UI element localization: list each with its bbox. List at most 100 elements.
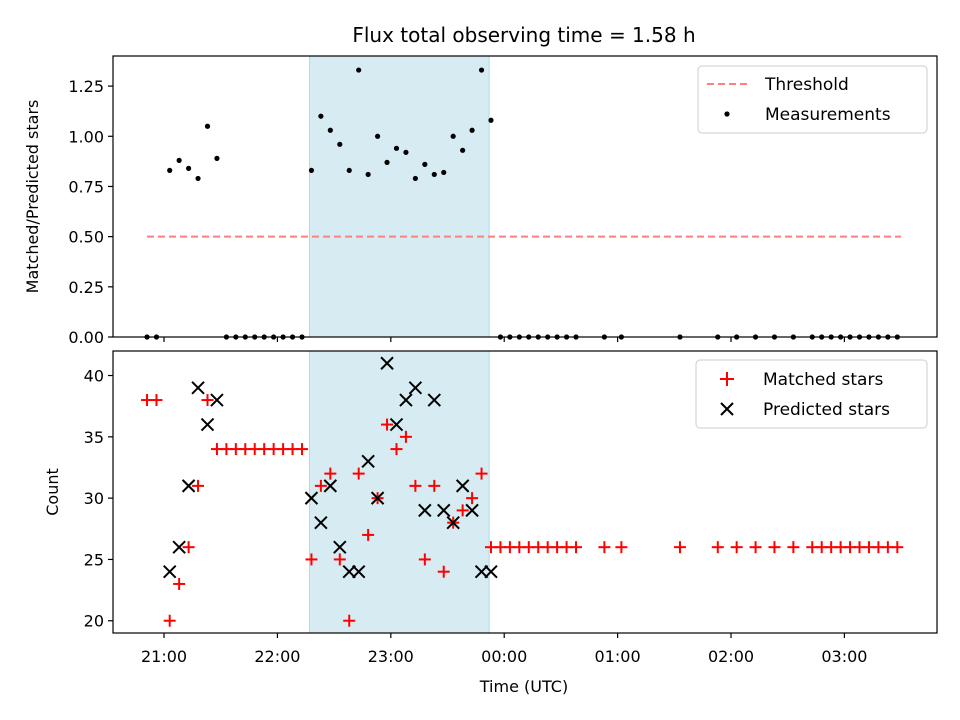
predicted-star-marker [484,564,498,579]
predicted-star-marker [191,381,205,395]
matched-star-marker [418,553,431,566]
measurement-point [384,159,390,165]
legend-matched-label: Matched stars [763,370,883,390]
count-panel: 20 25 30 35 40 21:00 22:00 23:00 00:00 01:00 02:0… [43,350,938,696]
matched-star-marker [201,394,214,407]
shaded-span [309,350,490,634]
legend-predicted-label: Predicted stars [763,400,890,420]
predicted-star-marker [314,515,328,530]
legend-frame [697,65,928,134]
flux-panel: 0.00 0.25 0.50 0.75 1.00 1.25 Matched/Predict… [23,55,938,347]
legend-frame [695,359,928,429]
legend-measurements-swatch [724,111,730,117]
measurement-point [478,67,485,73]
y-tick-label: 0.75 [68,177,104,196]
measurement-point [204,123,211,129]
predicted-star-marker [342,564,356,579]
predicted-star-marker [210,393,224,407]
legend: Threshold Measurements [697,65,928,134]
y-tick-label: 0.25 [68,278,104,297]
predicted-star-marker [474,564,489,579]
predicted-star-marker [370,491,385,505]
predicted-star-marker [427,393,441,407]
legend: Matched stars Predicted stars [695,359,928,429]
matched-star-marker [150,394,163,407]
matched-star-marker [428,479,441,492]
matched-star-marker [456,504,469,517]
y-tick-label: 1.00 [68,127,104,146]
matched-star-marker [295,443,308,456]
measurement-point [214,155,220,161]
predicted-star-marker [465,503,479,518]
predicted-star-marker [181,479,196,493]
matched-star-marker [730,541,743,554]
matched-star-marker [192,479,205,492]
matched-star-marker [333,553,346,566]
matched-star-marker [163,614,176,627]
plot-frame [112,55,938,338]
measurement-point [441,169,447,176]
predicted-star-marker [446,515,460,530]
matched-star-marker [437,565,450,578]
predicted-star-marker [351,564,366,579]
matched-star-marker [409,479,422,492]
measurement-point [393,145,400,151]
predicted-star-marker [162,564,177,579]
predicted-star-marker [380,356,394,370]
matched-star-marker [352,467,365,480]
y-tick-label: 25 [84,550,104,569]
predicted-star-marker [418,503,432,518]
y-tick-label: 40 [84,367,104,386]
matched-star-marker [711,541,724,554]
measurement-point [365,171,371,178]
matched-star-marker [570,541,583,554]
x-tick-label: 23:00 [368,647,414,666]
x-tick-label: 22:00 [254,647,300,666]
measurement-point [403,149,409,155]
x-axis-label: Time (UTC) [479,677,568,696]
measurement-point [450,133,456,139]
y-tick-label: 30 [84,489,104,508]
matched-star-marker [362,528,375,541]
predicted-star-marker [389,417,404,432]
x-tick-label: 00:00 [481,647,527,666]
matched-star-marker [598,541,611,554]
measurement-point [308,167,315,174]
y-axis: 0.00 0.25 0.50 0.75 1.00 1.25 [68,77,113,347]
matched-star-marker [324,467,337,480]
matched-star-marker [182,541,195,554]
x-axis-ticks [163,337,845,342]
matched-star-marker [381,418,394,431]
legend-threshold-label: Threshold [764,75,849,95]
matched-star-marker [475,467,488,480]
x-axis: 21:00 22:00 23:00 00:00 01:00 02:00 03:00 [141,633,867,666]
y-tick-label: 20 [84,612,104,631]
matched-star-marker [749,541,762,554]
measurement-point [488,117,494,123]
matched-star-marker [390,443,403,456]
matched-star-marker [466,492,479,505]
predicted-star-marker [408,381,423,395]
x-tick-label: 02:00 [708,647,754,666]
predicted-star-marker [200,417,215,432]
measurement-point [346,167,352,174]
predicted-star-marker [333,540,347,554]
y-tick-label: 35 [84,428,104,447]
measurement-point [431,171,437,178]
shaded-span [309,55,490,338]
predicted-star-marker [304,491,319,505]
matched-star-marker [615,541,628,554]
matched-star-marker [343,614,356,627]
predicted-star-marker [399,393,413,407]
y-axis-label: Matched/Predicted stars [23,100,42,294]
chart-title: Flux total observing time = 1.58 h [352,23,695,47]
matched-star-marker [399,430,412,443]
measurement-point [412,175,418,182]
measurement-point [176,157,182,163]
matched-star-marker [305,553,318,566]
x-tick-label: 01:00 [595,647,641,666]
predicted-star-marker [361,454,375,469]
predicted-star-marker [437,503,451,518]
predicted-star-marker [172,540,186,554]
measurement-point [185,165,192,171]
